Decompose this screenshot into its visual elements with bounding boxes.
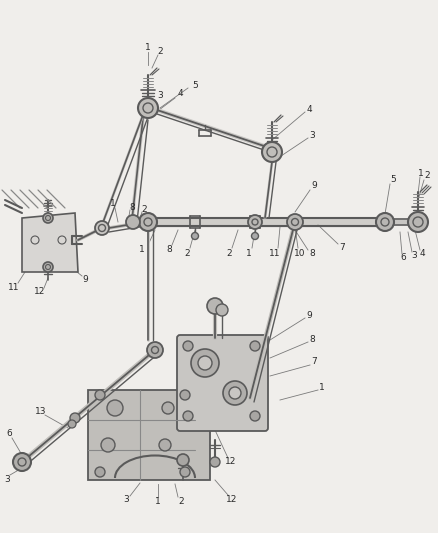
Text: 8: 8 (129, 203, 135, 212)
Circle shape (191, 349, 219, 377)
Text: 1: 1 (418, 168, 424, 177)
Text: 2: 2 (424, 172, 430, 181)
Circle shape (95, 467, 105, 477)
Text: 1: 1 (246, 248, 252, 257)
Text: 2: 2 (178, 497, 184, 505)
Text: 6: 6 (400, 254, 406, 262)
Circle shape (68, 420, 76, 428)
Circle shape (177, 454, 189, 466)
Circle shape (287, 214, 303, 230)
Circle shape (250, 341, 260, 351)
Text: 3: 3 (411, 252, 417, 261)
FancyBboxPatch shape (177, 335, 268, 431)
Circle shape (95, 221, 109, 235)
Circle shape (147, 342, 163, 358)
Circle shape (180, 390, 190, 400)
Circle shape (180, 467, 190, 477)
Text: 11: 11 (8, 282, 20, 292)
Text: 1: 1 (319, 383, 325, 392)
Polygon shape (22, 213, 78, 272)
Text: 7: 7 (339, 244, 345, 253)
Text: 2: 2 (157, 46, 163, 55)
Text: 12: 12 (34, 287, 46, 296)
Circle shape (376, 213, 394, 231)
Circle shape (191, 232, 198, 239)
Circle shape (288, 215, 302, 229)
Text: 1: 1 (110, 199, 116, 208)
Circle shape (251, 232, 258, 239)
Circle shape (183, 341, 193, 351)
Text: 9: 9 (82, 274, 88, 284)
Text: 8: 8 (166, 246, 172, 254)
Circle shape (139, 213, 157, 231)
Text: 8: 8 (309, 249, 315, 259)
Text: 2: 2 (141, 205, 147, 214)
Text: 12: 12 (226, 495, 238, 504)
Circle shape (248, 215, 262, 229)
Text: 9: 9 (311, 182, 317, 190)
Text: 5: 5 (192, 80, 198, 90)
Circle shape (183, 411, 193, 421)
Circle shape (229, 387, 241, 399)
Text: 6: 6 (6, 430, 12, 439)
Text: 5: 5 (390, 175, 396, 184)
Circle shape (138, 98, 158, 118)
Text: 3: 3 (309, 131, 315, 140)
Text: 8: 8 (309, 335, 315, 343)
Circle shape (408, 212, 428, 232)
Circle shape (210, 457, 220, 467)
Text: 13: 13 (35, 407, 47, 416)
Text: 1: 1 (139, 246, 145, 254)
Text: 2: 2 (184, 248, 190, 257)
Circle shape (198, 356, 212, 370)
Circle shape (250, 411, 260, 421)
Text: 3: 3 (4, 474, 10, 483)
Polygon shape (88, 390, 210, 480)
Text: 3: 3 (123, 496, 129, 505)
Text: 9: 9 (306, 311, 312, 319)
Circle shape (162, 402, 174, 414)
Text: 4: 4 (306, 104, 312, 114)
Text: 4: 4 (177, 90, 183, 99)
Text: 1: 1 (145, 44, 151, 52)
Circle shape (101, 438, 115, 452)
Text: 3: 3 (157, 92, 163, 101)
Circle shape (13, 453, 31, 471)
Circle shape (159, 439, 171, 451)
Text: 11: 11 (269, 248, 281, 257)
Circle shape (223, 381, 247, 405)
Text: 2: 2 (226, 248, 232, 257)
Circle shape (262, 142, 282, 162)
Text: 4: 4 (419, 249, 425, 259)
Circle shape (216, 304, 228, 316)
Circle shape (107, 400, 123, 416)
Text: 12: 12 (225, 457, 237, 466)
Circle shape (207, 298, 223, 314)
Text: 1: 1 (155, 497, 161, 505)
Text: 7: 7 (311, 358, 317, 367)
Circle shape (95, 390, 105, 400)
Circle shape (126, 215, 140, 229)
Circle shape (43, 213, 53, 223)
Text: 10: 10 (294, 248, 306, 257)
Circle shape (70, 413, 80, 423)
Circle shape (43, 262, 53, 272)
